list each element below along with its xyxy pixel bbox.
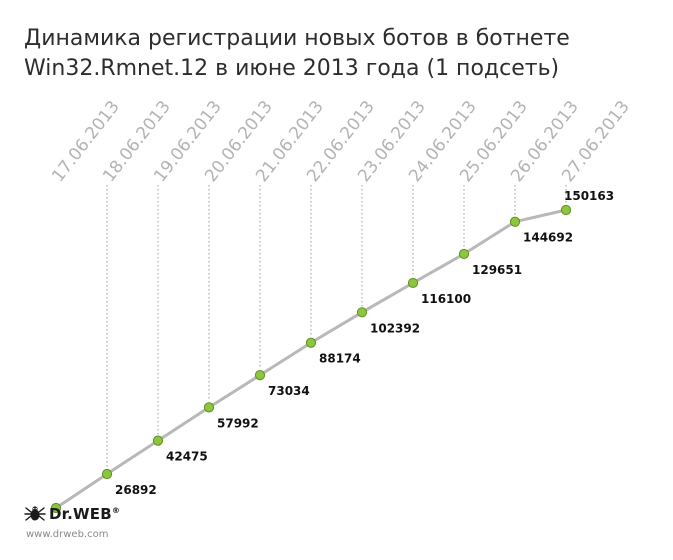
data-point	[458, 248, 470, 260]
data-point	[305, 337, 317, 348]
data-point	[509, 216, 521, 227]
chart-title: Динамика регистрации новых ботов в ботне…	[24, 24, 644, 84]
brand-url: www.drweb.com	[26, 529, 109, 540]
data-label: 102392	[370, 321, 420, 335]
data-label: 88174	[319, 352, 361, 366]
data-point	[407, 277, 419, 289]
brand-name: Dr.WEB®	[49, 505, 121, 523]
data-label: 144692	[523, 231, 573, 245]
data-label: 116100	[421, 292, 471, 306]
data-label: 26892	[115, 483, 157, 497]
brand-logo: Dr.WEB®	[24, 503, 184, 525]
data-point	[560, 204, 572, 216]
registered-mark: ®	[111, 506, 121, 515]
series-line	[54, 208, 568, 510]
chart-title-line-2: Win32.Rmnet.12 в июне 2013 года (1 подсе…	[24, 56, 560, 81]
brand-footer: Dr.WEB® www.drweb.com	[24, 503, 184, 551]
data-point	[101, 468, 113, 480]
data-label: 57992	[217, 416, 259, 430]
data-point	[50, 502, 62, 514]
data-label: 73034	[268, 384, 310, 398]
spider-icon	[24, 506, 46, 521]
data-point	[203, 402, 215, 413]
data-label: 129651	[472, 263, 522, 277]
data-label: 42475	[166, 450, 208, 464]
data-point	[152, 435, 164, 446]
chart-title-line-1: Динамика регистрации новых ботов в ботне…	[24, 26, 570, 51]
data-point	[356, 307, 368, 318]
data-label: 150163	[564, 189, 614, 203]
data-point	[254, 370, 266, 381]
